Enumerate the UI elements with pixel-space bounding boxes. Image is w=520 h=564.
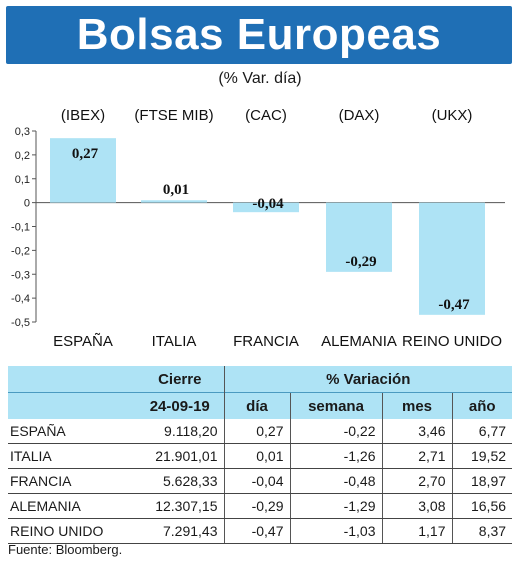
variacion-group-header: % Variación <box>223 366 513 393</box>
row-name: ESPAÑA <box>8 419 136 444</box>
y-tick-label: -0,2 <box>11 245 30 257</box>
cell-ano: 16,56 <box>451 493 513 519</box>
row-name: ALEMANIA <box>8 493 136 519</box>
table-row: FRANCIA 5.628,33 -0,04 -0,48 2,70 18,97 <box>8 468 513 494</box>
cell-cierre: 7.291,43 <box>136 518 224 544</box>
table-column-header-row: 24-09-19 día semana mes año <box>8 392 513 419</box>
column-header-ano: año <box>451 392 513 419</box>
bar-españa <box>50 138 116 203</box>
data-label: 0,01 <box>163 182 189 198</box>
index-label: (FTSE MIB) <box>134 107 213 124</box>
data-label: 0,27 <box>72 146 99 162</box>
row-name: REINO UNIDO <box>8 518 136 544</box>
category-label: ALEMANIA <box>321 333 397 350</box>
title-banner: Bolsas Europeas <box>6 6 512 64</box>
cell-semana: -1,03 <box>289 518 382 544</box>
cell-dia: 0,27 <box>223 419 290 444</box>
y-tick-label: 0,2 <box>15 150 30 162</box>
table-group-header-row: Cierre % Variación <box>8 366 513 393</box>
table-row: ESPAÑA 9.118,20 0,27 -0,22 3,46 6,77 <box>8 419 513 444</box>
cell-ano: 18,97 <box>451 468 513 494</box>
category-label: FRANCIA <box>233 333 299 350</box>
cell-dia: 0,01 <box>223 443 290 469</box>
y-tick-label: -0,1 <box>11 222 30 234</box>
data-label: -0,04 <box>252 196 284 212</box>
row-name: FRANCIA <box>8 468 136 494</box>
column-header-semana: semana <box>289 392 382 419</box>
cell-cierre: 21.901,01 <box>136 443 224 469</box>
data-label: -0,29 <box>345 254 376 270</box>
cell-dia: -0,29 <box>223 493 290 519</box>
cell-ano: 8,37 <box>451 518 513 544</box>
table-row: REINO UNIDO 7.291,43 -0,47 -1,03 1,17 8,37 <box>8 518 513 544</box>
cell-dia: -0,47 <box>223 518 290 544</box>
cell-semana: -0,22 <box>289 419 382 444</box>
y-tick-label: 0,1 <box>15 174 30 186</box>
cell-dia: -0,04 <box>223 468 290 494</box>
table-row: ITALIA 21.901,01 0,01 -1,26 2,71 19,52 <box>8 443 513 469</box>
data-label: -0,47 <box>438 297 470 313</box>
cell-mes: 3,46 <box>381 419 452 444</box>
index-label: (IBEX) <box>61 107 105 124</box>
bar-chart: 0,3 0,2 0,1 0 -0,1 -0,2 -0,3 -0,4 -0,5 0,27 (IBEX)… <box>11 107 505 350</box>
y-tick-label: -0,4 <box>11 293 30 305</box>
column-header-date: 24-09-19 <box>136 392 224 419</box>
y-tick-label: 0 <box>24 198 30 210</box>
index-label: (UKX) <box>432 107 473 124</box>
category-label: ITALIA <box>152 333 197 350</box>
cell-mes: 3,08 <box>381 493 452 519</box>
cell-cierre: 12.307,15 <box>136 493 224 519</box>
cell-ano: 19,52 <box>451 443 513 469</box>
chart-title: Bolsas Europeas <box>76 10 442 59</box>
source-note: Fuente: Bloomberg. <box>8 542 123 557</box>
cell-cierre: 5.628,33 <box>136 468 224 494</box>
bar-italia <box>141 200 207 203</box>
y-tick-label: -0,3 <box>11 269 30 281</box>
cierre-group-header: Cierre <box>136 366 224 393</box>
cell-mes: 1,17 <box>381 518 452 544</box>
cell-semana: -1,26 <box>289 443 382 469</box>
table-row: ALEMANIA 12.307,15 -0,29 -1,29 3,08 16,56 <box>8 493 513 519</box>
y-tick-label: -0,5 <box>11 317 30 329</box>
cell-semana: -0,48 <box>289 468 382 494</box>
bar-reino-unido <box>419 202 485 315</box>
cell-cierre: 9.118,20 <box>136 419 224 444</box>
table-corner-cell <box>8 366 136 393</box>
bar-francia <box>233 202 299 213</box>
category-label: REINO UNIDO <box>402 333 502 350</box>
bar-alemania <box>326 202 392 272</box>
category-label: ESPAÑA <box>53 333 113 350</box>
row-name: ITALIA <box>8 443 136 469</box>
cell-ano: 6,77 <box>451 419 513 444</box>
data-table: Cierre % Variación 24-09-19 día semana m… <box>8 366 513 544</box>
column-header-mes: mes <box>381 392 452 419</box>
index-label: (CAC) <box>245 107 287 124</box>
chart-subtitle: (% Var. día) <box>218 70 302 87</box>
column-header-dia: día <box>223 392 290 419</box>
table-corner-cell <box>8 392 136 419</box>
cell-mes: 2,70 <box>381 468 452 494</box>
index-label: (DAX) <box>339 107 380 124</box>
cell-mes: 2,71 <box>381 443 452 469</box>
cell-semana: -1,29 <box>289 493 382 519</box>
y-tick-label: 0,3 <box>15 126 30 138</box>
